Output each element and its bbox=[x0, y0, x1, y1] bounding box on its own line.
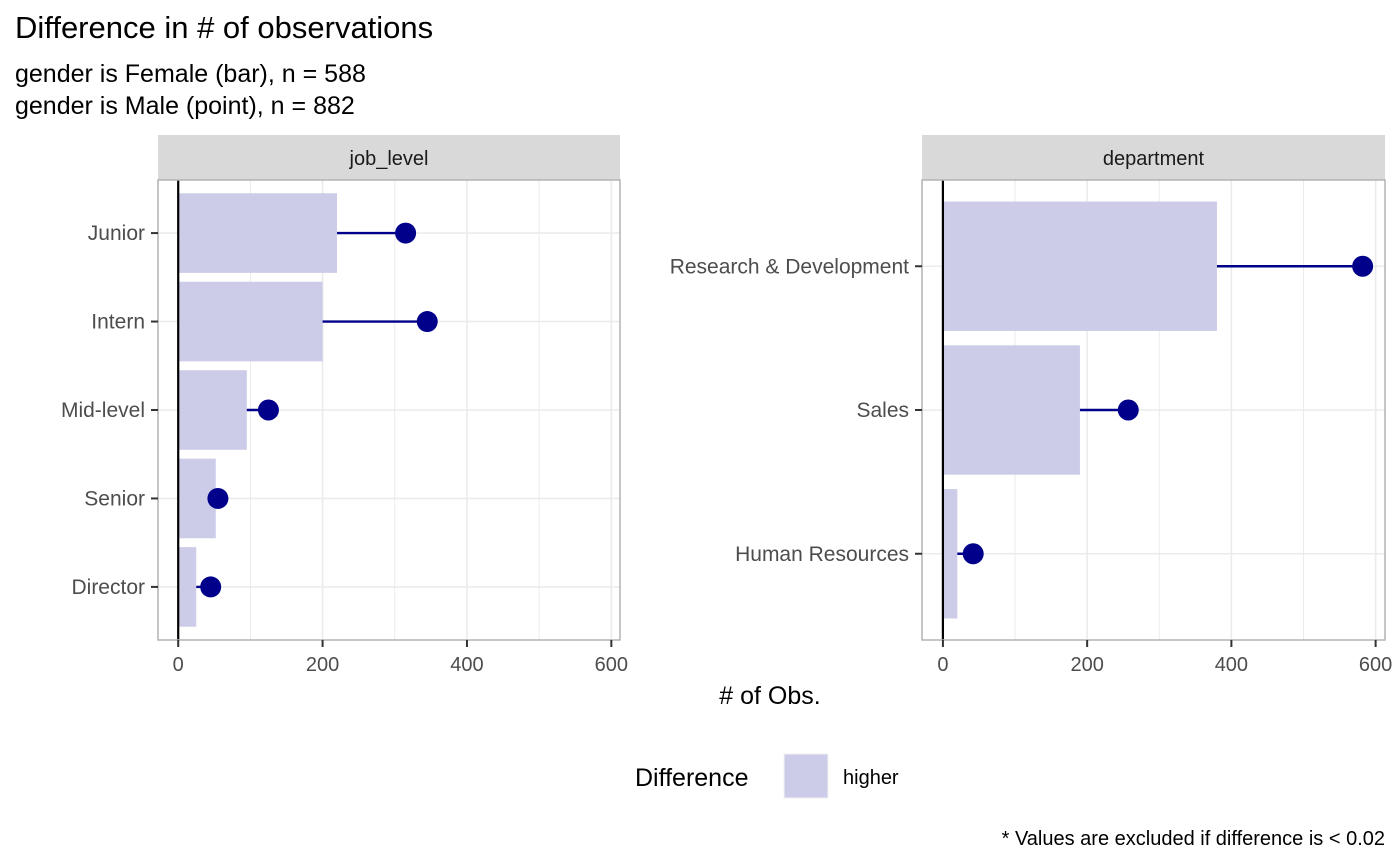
bar-job-level-director bbox=[178, 547, 197, 627]
category-label-job-level-mid-level: Mid-level bbox=[61, 399, 145, 422]
category-label-job-level-junior: Junior bbox=[88, 222, 145, 245]
facet-strip-job-level bbox=[158, 135, 620, 180]
legend-key-higher bbox=[783, 753, 829, 799]
chart-subtitle-line1: gender is Female (bar), n = 588 bbox=[15, 60, 366, 88]
category-label-job-level-director: Director bbox=[71, 576, 145, 599]
chart-title: Difference in # of observations bbox=[15, 10, 433, 45]
category-label-department-research-and-development: Research & Development bbox=[670, 255, 909, 278]
x-tick-label-department: 0 bbox=[937, 654, 948, 676]
point-department-research-and-development bbox=[1352, 255, 1374, 277]
category-label-job-level-intern: Intern bbox=[91, 311, 145, 334]
legend-title: Difference bbox=[635, 764, 749, 792]
x-tick-label-department: 200 bbox=[1070, 654, 1103, 676]
chart-subtitle-line2: gender is Male (point), n = 882 bbox=[15, 92, 355, 120]
point-job-level-senior bbox=[207, 487, 229, 509]
facet-panel-department: department Research & Development Sales Hum… bbox=[670, 135, 1392, 676]
x-tick-label-job-level: 0 bbox=[173, 654, 184, 676]
x-tick-label-job-level: 600 bbox=[595, 654, 628, 676]
bar-job-level-junior bbox=[178, 193, 338, 273]
caption: * Values are excluded if difference is <… bbox=[1002, 828, 1385, 850]
point-job-level-director bbox=[200, 576, 222, 598]
bar-department-sales bbox=[942, 345, 1080, 475]
x-tick-label-job-level: 400 bbox=[450, 654, 483, 676]
x-tick-label-department: 400 bbox=[1215, 654, 1248, 676]
x-tick-label-department: 600 bbox=[1359, 654, 1392, 676]
point-job-level-intern bbox=[416, 311, 438, 333]
facet-panel-job-level: job_level Junior Intern Mid-level Senior Dire… bbox=[61, 135, 628, 676]
facet-strip-label-job-level: job_level bbox=[349, 148, 429, 170]
bar-job-level-intern bbox=[178, 281, 323, 362]
category-label-job-level-senior: Senior bbox=[84, 487, 145, 510]
bar-department-human-resources bbox=[942, 489, 958, 619]
facet-strip-label-department: department bbox=[1103, 148, 1205, 170]
point-job-level-junior bbox=[395, 222, 417, 244]
x-tick-label-job-level: 200 bbox=[306, 654, 339, 676]
category-label-department-sales: Sales bbox=[856, 399, 909, 422]
bar-department-research-and-development bbox=[942, 201, 1217, 331]
point-department-sales bbox=[1117, 399, 1139, 421]
x-axis-title: # of Obs. bbox=[719, 682, 820, 710]
point-job-level-mid-level bbox=[257, 399, 279, 421]
point-department-human-resources bbox=[962, 543, 984, 565]
facet-strip-department bbox=[922, 135, 1385, 180]
legend-label-higher: higher bbox=[843, 767, 899, 789]
category-label-department-human-resources: Human Resources bbox=[735, 543, 909, 566]
bar-job-level-mid-level bbox=[178, 370, 247, 450]
